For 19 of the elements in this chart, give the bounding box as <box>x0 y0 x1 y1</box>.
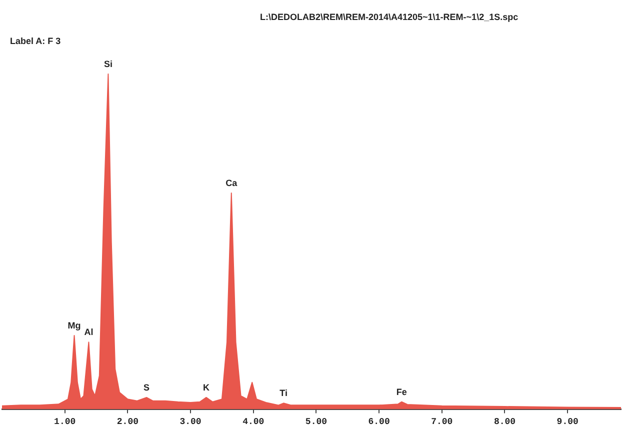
chart-title: L:\DEDOLAB2\REM\REM-2014\A41205~1\1-REM-~1\2_1S.spc <box>260 12 518 22</box>
x-tick-label: 2.00 <box>116 416 138 427</box>
x-tick-label: 6.00 <box>368 416 390 427</box>
x-tick-label: 5.00 <box>305 416 328 427</box>
annotation: Fe <box>396 386 407 397</box>
x-tick-label: 3.00 <box>180 416 202 427</box>
x-tick-label: 8.00 <box>494 416 516 427</box>
x-tick-label: 1.00 <box>54 416 76 427</box>
annotation: Ti <box>280 388 288 398</box>
x-tick-label: 7.00 <box>431 416 453 427</box>
annotation: Ca <box>226 178 238 188</box>
annotation: Mg <box>68 320 81 330</box>
annotation: Al <box>84 327 94 338</box>
x-tick-label: 4.00 <box>242 416 264 427</box>
annotation: Si <box>104 58 112 69</box>
x-tick-label: 9.00 <box>556 416 578 427</box>
chart-subtitle: Label A: F 3 <box>10 36 61 46</box>
annotation: S <box>144 382 150 392</box>
annotation: K <box>202 382 210 392</box>
